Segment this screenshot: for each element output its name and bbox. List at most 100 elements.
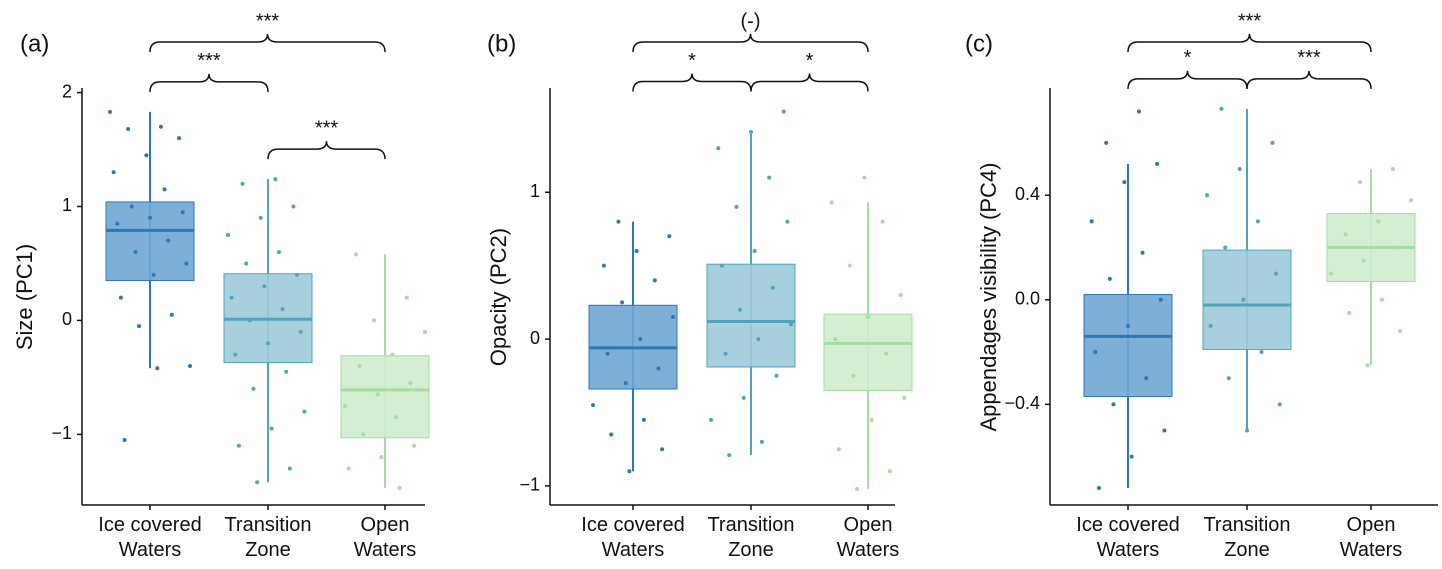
jitter-point [1096,486,1101,491]
jitter-point [397,485,402,490]
jitter-point [641,417,646,422]
jitter-point [1245,428,1249,433]
jitter-point [262,284,267,289]
jitter-point [1365,363,1370,368]
jitter-point [601,263,606,268]
jitter-point [756,337,761,342]
jitter-point [1122,180,1127,185]
jitter-point [229,295,234,300]
jitter-point [1347,310,1352,315]
jitter-point [719,263,724,268]
jitter-point [144,153,149,158]
x-tick-label: Open Waters [353,514,417,561]
jitter-point [709,417,713,422]
jitter-point [343,403,347,408]
jitter-point [781,109,786,114]
jitter-point [1270,140,1275,145]
significance-label: * [806,50,814,72]
jitter-point [671,315,675,320]
jitter-point [1162,428,1167,433]
jitter-point [1136,109,1141,114]
bracket [632,73,752,92]
jitter-point [1409,198,1413,203]
bracket [1127,33,1372,53]
jitter-point [284,369,289,374]
y-tick-label: 2 [62,81,72,101]
jitter-point [295,272,300,277]
y-tick-label: 0 [62,309,72,329]
jitter-point [616,219,621,224]
jitter-point [180,210,185,215]
jitter-point [1277,402,1282,407]
box [105,201,195,282]
jitter-point [734,204,739,209]
significance-label: *** [1238,10,1262,32]
jitter-point [652,278,657,283]
jitter-point [738,307,743,312]
jitter-point [1394,245,1399,250]
jitter-point [188,364,192,368]
jitter-point [1140,250,1145,255]
significance-label: (-) [741,10,761,32]
jitter-point [749,130,753,135]
jitter-point [137,324,142,329]
jitter-point [1361,258,1366,263]
jitter-point [898,293,903,298]
x-tick-label: Transition Zone [1203,514,1291,561]
jitter-point [605,351,610,356]
jitter-point [623,381,628,386]
significance-label: * [1184,47,1192,69]
jitter-point [298,329,303,334]
jitter-point [1343,232,1348,237]
y-tick-label: 0.0 [1015,289,1040,309]
jitter-point [774,373,779,378]
jitter-point [1274,271,1279,276]
significance-label: *** [197,50,221,72]
jitter-point [1379,297,1384,302]
jitter-point [133,250,138,255]
jitter-point [1376,219,1381,224]
y-tick-label: 1 [530,181,540,201]
jitter-point [226,232,230,237]
jitter-point [1093,350,1098,355]
jitter-point [155,366,160,371]
jitter-point [412,443,417,448]
jitter-point [393,415,398,420]
jitter-point [244,261,249,266]
box [1083,294,1173,398]
panel-label: (c) [965,30,993,57]
x-tick-label: Open Waters [836,514,900,561]
jitter-point [346,466,351,471]
jitter-point [287,466,292,471]
jitter-point [656,366,661,371]
jitter-point [829,200,834,205]
box [706,263,796,368]
y-axis-label: Size (PC1) [12,244,37,350]
bracket [149,73,269,92]
jitter-point [251,386,256,391]
jitter-point [789,322,793,327]
jitter-point [723,351,728,356]
jitter-point [660,447,665,452]
jitter-point [258,215,263,220]
x-tick-label: Ice covered Waters [98,514,202,561]
jitter-point [770,285,775,290]
jitter-point [1208,323,1213,328]
jitter-point [247,318,252,323]
jitter-point [902,395,907,400]
jitter-point [108,109,112,114]
x-tick-label: Ice covered Waters [581,514,685,561]
jitter-point [862,175,867,180]
jitter-point [266,341,270,346]
jitter-point [1111,402,1116,407]
jitter-point [302,409,307,414]
jitter-point [408,381,413,386]
jitter-point [423,329,427,334]
jitter-point [361,432,366,437]
jitter-point [1144,376,1149,381]
jitter-point [158,124,163,129]
jitter-point [752,248,757,253]
jitter-point [627,469,632,474]
jitter-point [667,234,672,239]
